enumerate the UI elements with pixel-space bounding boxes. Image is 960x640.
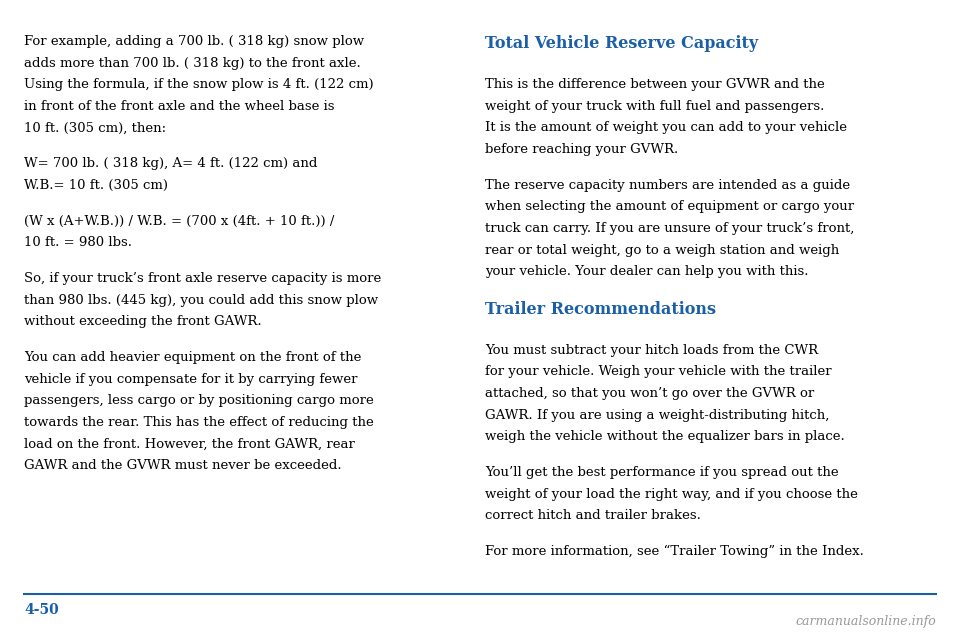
Text: 10 ft. (305 cm), then:: 10 ft. (305 cm), then:	[24, 122, 166, 135]
Text: For more information, see “Trailer Towing” in the Index.: For more information, see “Trailer Towin…	[485, 545, 864, 558]
Text: without exceeding the front GAWR.: without exceeding the front GAWR.	[24, 316, 262, 328]
Text: towards the rear. This has the effect of reducing the: towards the rear. This has the effect of…	[24, 416, 373, 429]
Text: load on the front. However, the front GAWR, rear: load on the front. However, the front GA…	[24, 438, 355, 451]
Text: weight of your truck with full fuel and passengers.: weight of your truck with full fuel and …	[485, 100, 825, 113]
Text: Using the formula, if the snow plow is 4 ft. (122 cm): Using the formula, if the snow plow is 4…	[24, 79, 373, 92]
Text: vehicle if you compensate for it by carrying fewer: vehicle if you compensate for it by carr…	[24, 372, 357, 386]
Text: in front of the front axle and the wheel base is: in front of the front axle and the wheel…	[24, 100, 334, 113]
Text: So, if your truck’s front axle reserve capacity is more: So, if your truck’s front axle reserve c…	[24, 272, 381, 285]
Text: For example, adding a 700 lb. ( 318 kg) snow plow: For example, adding a 700 lb. ( 318 kg) …	[24, 35, 364, 48]
Text: correct hitch and trailer brakes.: correct hitch and trailer brakes.	[485, 509, 701, 522]
Text: weigh the vehicle without the equalizer bars in place.: weigh the vehicle without the equalizer …	[485, 430, 845, 444]
Text: You’ll get the best performance if you spread out the: You’ll get the best performance if you s…	[485, 466, 838, 479]
Text: W.B.= 10 ft. (305 cm): W.B.= 10 ft. (305 cm)	[24, 179, 168, 192]
Text: than 980 lbs. (445 kg), you could add this snow plow: than 980 lbs. (445 kg), you could add th…	[24, 294, 378, 307]
Text: 4-50: 4-50	[24, 603, 59, 617]
Text: It is the amount of weight you can add to your vehicle: It is the amount of weight you can add t…	[485, 122, 847, 134]
Text: carmanualsonline.info: carmanualsonline.info	[795, 616, 936, 628]
Text: before reaching your GVWR.: before reaching your GVWR.	[485, 143, 678, 156]
Text: You can add heavier equipment on the front of the: You can add heavier equipment on the fro…	[24, 351, 361, 364]
Text: adds more than 700 lb. ( 318 kg) to the front axle.: adds more than 700 lb. ( 318 kg) to the …	[24, 57, 361, 70]
Text: your vehicle. Your dealer can help you with this.: your vehicle. Your dealer can help you w…	[485, 265, 808, 278]
Text: when selecting the amount of equipment or cargo your: when selecting the amount of equipment o…	[485, 200, 854, 213]
Text: Total Vehicle Reserve Capacity: Total Vehicle Reserve Capacity	[485, 35, 758, 52]
Text: GAWR. If you are using a weight-distributing hitch,: GAWR. If you are using a weight-distribu…	[485, 409, 829, 422]
Text: for your vehicle. Weigh your vehicle with the trailer: for your vehicle. Weigh your vehicle wit…	[485, 365, 831, 378]
Text: W= 700 lb. ( 318 kg), A= 4 ft. (122 cm) and: W= 700 lb. ( 318 kg), A= 4 ft. (122 cm) …	[24, 157, 318, 170]
Text: attached, so that you won’t go over the GVWR or: attached, so that you won’t go over the …	[485, 387, 814, 400]
Text: truck can carry. If you are unsure of your truck’s front,: truck can carry. If you are unsure of yo…	[485, 222, 854, 235]
Text: 10 ft. = 980 lbs.: 10 ft. = 980 lbs.	[24, 236, 132, 250]
Text: weight of your load the right way, and if you choose the: weight of your load the right way, and i…	[485, 488, 857, 500]
Text: rear or total weight, go to a weigh station and weigh: rear or total weight, go to a weigh stat…	[485, 244, 839, 257]
Text: This is the difference between your GVWR and the: This is the difference between your GVWR…	[485, 78, 825, 91]
Text: The reserve capacity numbers are intended as a guide: The reserve capacity numbers are intende…	[485, 179, 850, 192]
Text: (W x (A+W.B.)) / W.B. = (700 x (4ft. + 10 ft.)) /: (W x (A+W.B.)) / W.B. = (700 x (4ft. + 1…	[24, 215, 334, 228]
Text: GAWR and the GVWR must never be exceeded.: GAWR and the GVWR must never be exceeded…	[24, 460, 342, 472]
Text: Trailer Recommendations: Trailer Recommendations	[485, 301, 716, 318]
Text: passengers, less cargo or by positioning cargo more: passengers, less cargo or by positioning…	[24, 394, 373, 408]
Text: You must subtract your hitch loads from the CWR: You must subtract your hitch loads from …	[485, 344, 818, 357]
